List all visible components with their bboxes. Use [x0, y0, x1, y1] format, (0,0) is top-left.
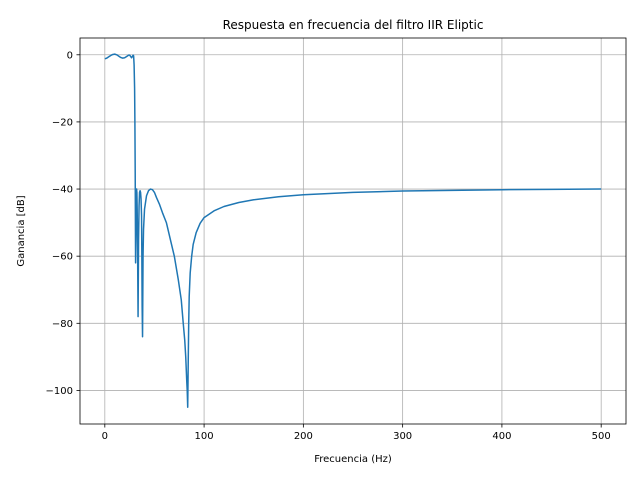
series-line-0 [104, 53, 602, 408]
y-tick-label: −80 [52, 319, 73, 330]
axes-frame [79, 37, 627, 425]
x-axis-label: Frecuencia (Hz) [314, 454, 392, 465]
x-tick-label: 400 [492, 431, 511, 442]
y-tick-label: −20 [52, 117, 73, 128]
x-tick-label: 0 [102, 431, 108, 442]
y-tick-label: −100 [46, 386, 73, 397]
chart-title: Respuesta en frecuencia del filtro IIR E… [223, 18, 484, 32]
y-tick-label: −40 [52, 185, 73, 196]
x-tick-label: 200 [294, 431, 313, 442]
x-tick-label: 100 [195, 431, 214, 442]
y-tick-label: 0 [67, 50, 73, 61]
y-tick-label: −60 [52, 252, 73, 263]
grid [80, 38, 626, 424]
plot-area [104, 53, 602, 408]
x-axis: 0 100 200 300 400 500 [102, 424, 611, 442]
x-tick-label: 500 [592, 431, 611, 442]
y-axis-label: Ganancia [dB] [16, 195, 27, 266]
y-axis: 0 −20 −40 −60 −80 −100 [46, 50, 80, 397]
x-tick-label: 300 [393, 431, 412, 442]
